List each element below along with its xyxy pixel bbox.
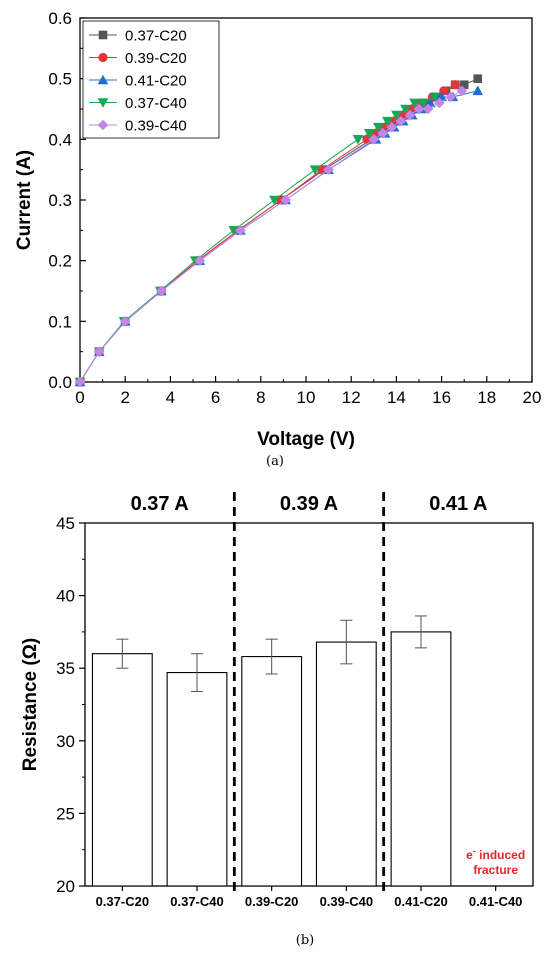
x-tick-label: 20	[523, 388, 542, 407]
data-point	[473, 74, 483, 83]
legend-entry: 0.37-C40	[125, 95, 187, 112]
data-point	[395, 115, 407, 127]
legend-marker	[97, 74, 109, 85]
data-point	[228, 226, 239, 236]
bar-0.41-C20	[390, 631, 452, 887]
fracture-annotation-line1: e- induced	[466, 846, 525, 862]
data-point	[317, 165, 327, 175]
x-tick-label: 16	[432, 388, 451, 407]
data-point	[391, 110, 402, 121]
y-tick-label: 0.2	[48, 252, 72, 271]
category-label: 0.41-C20	[394, 894, 447, 909]
annotation-superscript: -	[473, 846, 476, 856]
group-label: 0.39 A	[280, 493, 338, 515]
x-tick-label: 18	[477, 388, 496, 407]
y-tick-label: 30	[56, 732, 75, 751]
bar-0.37-C20	[91, 653, 153, 887]
data-point	[445, 91, 456, 103]
category-label: 0.39-C20	[245, 894, 298, 909]
data-point	[382, 116, 393, 127]
y-tick-label: 40	[56, 587, 75, 606]
y-axis-label: Current (A)	[14, 150, 35, 250]
legend-entry: 0.41-C20	[125, 73, 187, 90]
data-point	[400, 104, 411, 115]
series-0.39-C40	[74, 85, 468, 388]
category-label: 0.41-C40	[469, 894, 522, 909]
x-tick-label: 8	[256, 388, 265, 407]
y-axis-label: Resistance (Ω)	[20, 638, 41, 772]
legend-marker	[97, 98, 109, 108]
y-tick-label: 0.6	[48, 9, 72, 28]
data-point	[386, 121, 398, 133]
data-point	[119, 316, 131, 327]
category-label: 0.39-C40	[320, 894, 373, 909]
bar-0.39-C20	[241, 656, 303, 887]
data-point	[74, 376, 86, 388]
data-point	[352, 135, 364, 145]
data-point	[459, 80, 469, 90]
data-point	[363, 128, 375, 139]
series-line	[79, 96, 436, 383]
y-tick-label: 35	[56, 659, 75, 678]
x-axis-label: Voltage (V)	[257, 429, 355, 450]
data-point	[368, 134, 380, 145]
data-point	[194, 255, 206, 266]
data-point	[235, 225, 246, 236]
data-point	[413, 103, 425, 115]
y-tick-label: 0.1	[48, 312, 72, 331]
x-tick-label: 6	[211, 388, 220, 407]
data-point	[404, 109, 416, 121]
resistance-bar-chart: 20 25 30 35 40 45 Resistance (Ω) 0.37-C20 0.37-C…	[20, 492, 534, 909]
category-label: 0.37-C40	[170, 894, 223, 909]
legend-marker	[98, 30, 108, 40]
x-tick-label: 4	[166, 388, 175, 407]
y-tick-label: 0.3	[48, 191, 72, 210]
data-point	[377, 127, 389, 139]
legend-entry: 0.39-C40	[125, 118, 187, 135]
group-label: 0.37 A	[131, 493, 189, 515]
category-label: 0.37-C20	[96, 894, 149, 909]
data-point	[418, 98, 429, 109]
fracture-annotation-line2: fracture	[473, 863, 518, 877]
legend-marker	[98, 52, 108, 63]
data-point	[280, 194, 291, 206]
bar-0.39-C40	[315, 641, 377, 887]
data-point	[323, 164, 334, 175]
group-label: 0.41 A	[429, 493, 487, 515]
data-point	[409, 98, 420, 109]
x-tick-label: 0	[75, 388, 84, 407]
current-voltage-chart: 0 2 4 6 8 10 12 14 16 18 20 0.0 0.1 0.2 0.3 0.4 0.5 0.6 Vo…	[14, 9, 541, 450]
data-point	[309, 165, 321, 175]
data-point	[450, 80, 460, 90]
data-point	[156, 285, 167, 297]
data-point	[456, 85, 468, 97]
x-tick-label: 12	[342, 388, 361, 407]
y-tick-label: 25	[56, 804, 75, 823]
legend-entry: 0.39-C20	[125, 50, 187, 67]
data-point	[434, 97, 445, 109]
x-tick-label: 10	[297, 388, 316, 407]
annotation-rest: induced	[476, 848, 525, 862]
annotation-e: e	[466, 848, 473, 862]
legend: 0.37-C20 0.39-C20 0.41-C20 0.37-C40 0.39-C40	[82, 20, 220, 139]
data-point	[472, 85, 484, 96]
data-point	[93, 346, 105, 357]
data-point	[269, 195, 280, 206]
caption-b: (b)	[296, 933, 314, 948]
legend-marker	[97, 119, 109, 131]
x-tick-label: 2	[120, 388, 129, 407]
y-tick-label: 0.0	[48, 373, 72, 392]
data-point	[422, 103, 434, 115]
y-tick-label: 20	[56, 877, 75, 896]
data-point	[429, 92, 441, 103]
x-tick-label: 14	[387, 388, 406, 407]
y-tick-label: 45	[56, 514, 75, 533]
legend-entry: 0.37-C20	[125, 28, 187, 45]
y-tick-label: 0.5	[48, 70, 72, 89]
data-point	[373, 122, 384, 133]
bar-0.37-C40	[166, 672, 228, 887]
y-tick-label: 0.4	[48, 130, 72, 149]
caption-a: (a)	[266, 454, 284, 469]
